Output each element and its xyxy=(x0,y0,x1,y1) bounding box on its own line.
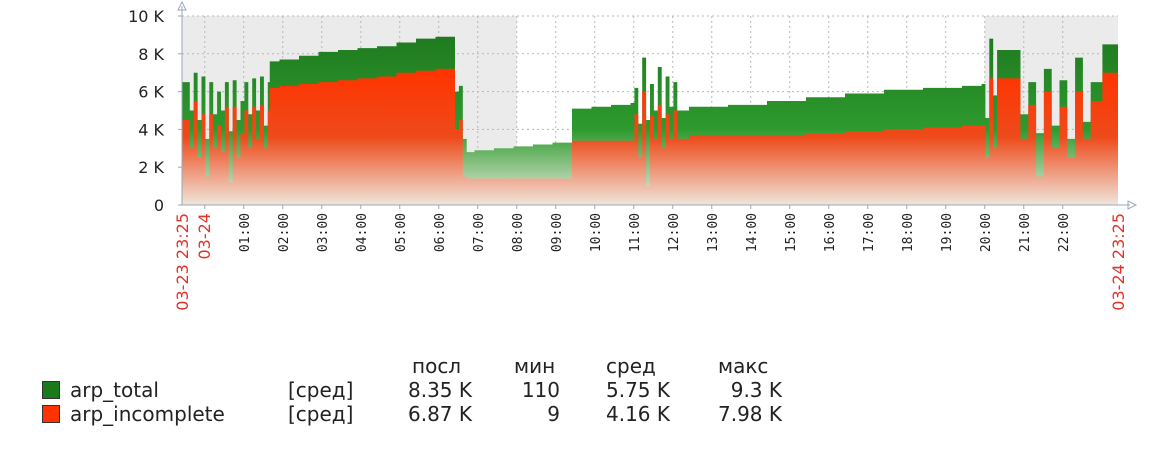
x-tick-label: 10:00 xyxy=(589,213,604,252)
legend-value-avg: 5.75 K xyxy=(605,378,670,402)
x-tick-label: 17:00 xyxy=(862,213,877,252)
x-tick-label: 14:00 xyxy=(745,213,760,252)
legend-value-max: 7.98 K xyxy=(717,402,782,426)
y-tick-label: 0 xyxy=(154,196,164,215)
x-tick-label: 21:00 xyxy=(1018,213,1033,252)
legend-value-last: 6.87 K xyxy=(407,402,472,426)
legend-series-name: arp_total xyxy=(70,378,159,402)
x-tick-label: 13:00 xyxy=(706,213,721,252)
legend-row-arp-incomplete: arp_incomplete [сред] 6.87 K 9 4.16 K 7.… xyxy=(42,402,842,426)
legend-row-arp-total: arp_total [сред] 8.35 K 110 5.75 K 9.3 K xyxy=(42,378,842,402)
x-tick-label: 12:00 xyxy=(667,213,682,252)
legend-value-last: 8.35 K xyxy=(407,378,472,402)
grid xyxy=(182,15,1118,206)
legend-value-min: 9 xyxy=(547,402,560,426)
legend-value-max: 9.3 K xyxy=(730,378,782,402)
legend-header-avg: сред xyxy=(606,354,656,378)
legend-series-name: arp_incomplete xyxy=(70,402,225,426)
x-tick-label: 19:00 xyxy=(940,213,955,252)
legend-value-min: 110 xyxy=(521,378,560,402)
x-tick-label: 03-24 xyxy=(195,213,214,260)
legend-series-agg: [сред] xyxy=(288,378,354,402)
x-tick-label: 03:00 xyxy=(316,213,331,252)
y-tick-label: 4 K xyxy=(138,120,164,139)
x-tick-label: 02:00 xyxy=(277,213,292,252)
legend-series-agg: [сред] xyxy=(288,402,354,426)
x-tick-label: 01:00 xyxy=(238,213,253,252)
x-tick-label: 15:00 xyxy=(784,213,799,252)
x-end-label: 03-24 23:25 xyxy=(1109,213,1128,311)
x-tick-label: 22:00 xyxy=(1057,213,1072,252)
axes xyxy=(177,0,1138,210)
x-tick-label: 05:00 xyxy=(394,213,409,252)
x-tick-label: 07:00 xyxy=(472,213,487,252)
x-tick-label: 09:00 xyxy=(550,213,565,252)
legend-header-min: мин xyxy=(514,354,556,378)
x-tick-label: 04:00 xyxy=(355,213,370,252)
x-axis-arrow xyxy=(1127,200,1138,210)
y-tick-label: 10 K xyxy=(128,7,164,26)
y-tick-label: 8 K xyxy=(138,45,164,64)
x-tick-label: 06:00 xyxy=(433,213,448,252)
chart: 0 2 K 4 K 6 K 8 K 10 K 03-24 01:00 02:00 03:00 04… xyxy=(128,0,1138,311)
y-tick-label: 6 K xyxy=(138,83,164,102)
y-axis-ticks: 0 2 K 4 K 6 K 8 K 10 K xyxy=(128,7,182,215)
x-tick-label: 11:00 xyxy=(628,213,643,252)
legend-swatch-arp-incomplete xyxy=(42,405,60,423)
x-tick-label: 16:00 xyxy=(823,213,838,252)
x-tick-label: 20:00 xyxy=(979,213,994,252)
series-areas xyxy=(182,36,1118,205)
legend-header-max: макс xyxy=(718,354,769,378)
legend-swatch-arp-total xyxy=(42,381,60,399)
y-axis-arrow xyxy=(177,0,187,11)
legend-value-avg: 4.16 K xyxy=(605,402,670,426)
legend-header-last: посл xyxy=(412,354,462,378)
x-start-label: 03-23 23:25 xyxy=(173,213,192,311)
x-tick-label: 18:00 xyxy=(901,213,916,252)
x-tick-label: 08:00 xyxy=(511,213,526,252)
series-area-arp_incomplete xyxy=(182,68,1118,205)
y-tick-label: 2 K xyxy=(138,158,164,177)
x-axis-ticks: 03-24 01:00 02:00 03:00 04:00 05:00 06:00 07:00… xyxy=(173,205,1128,311)
